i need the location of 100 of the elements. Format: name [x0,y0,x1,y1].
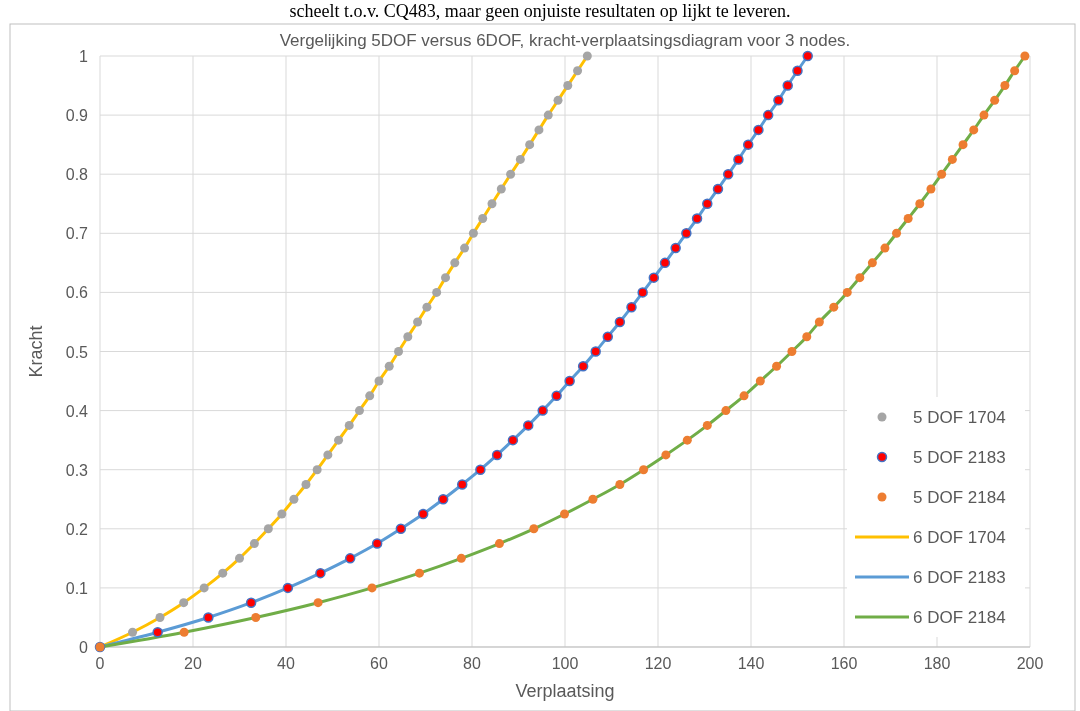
point [648,272,660,283]
point [395,523,407,535]
point [249,539,259,549]
point [371,538,383,549]
y-axis-title: Kracht [26,325,46,378]
point [277,509,287,519]
point [422,302,432,312]
point [1010,66,1020,76]
point [1020,51,1030,61]
point [450,258,460,268]
point [282,582,294,594]
point [670,242,681,254]
point [478,214,488,224]
point [814,317,824,327]
point [733,154,744,165]
point [1000,81,1010,91]
x-tick-label: 180 [923,655,951,672]
point [323,450,333,460]
x-tick-label: 0 [95,655,105,672]
y-tick-label: 0.2 [65,520,89,538]
point [702,198,713,209]
point [582,51,592,61]
point [958,140,968,150]
point [702,420,712,430]
point [855,273,865,283]
point [525,140,535,150]
point [573,66,583,76]
point [179,598,189,608]
point [926,184,936,194]
point [947,154,957,164]
point [460,243,470,253]
point [787,347,797,356]
point [543,110,553,120]
point [218,568,228,578]
point [203,612,214,623]
point [394,347,404,356]
x-tick-label: 60 [370,655,388,672]
point [867,258,877,268]
point [263,524,273,534]
point [590,346,601,357]
point [712,183,724,195]
y-tick-label: 0.4 [65,402,89,420]
point [475,464,486,475]
x-tick-label: 80 [463,655,481,672]
point [437,494,449,505]
point [792,65,803,77]
point [456,553,466,563]
point [496,184,506,194]
point [456,479,468,490]
point [880,243,890,253]
point [199,583,209,593]
legend-label: 6 DOF 2183 [913,568,1006,587]
x-tick-label: 140 [737,655,765,672]
point [615,479,625,489]
point [128,627,138,637]
y-tick-label: 0.7 [65,225,89,243]
point [661,450,671,460]
y-tick-label: 0.9 [65,107,89,125]
point [491,449,503,461]
point [413,317,423,327]
point [969,125,979,135]
point [979,110,989,120]
point [365,391,375,401]
y-tick-label: 0.1 [65,579,89,597]
point [577,361,589,372]
point [773,95,784,106]
point [802,332,812,342]
point [515,154,525,164]
x-tick-label: 160 [830,655,858,672]
point [374,376,384,386]
point [468,228,478,238]
point [842,287,852,297]
x-tick-label: 100 [551,655,579,672]
point [354,406,364,416]
point [602,331,614,342]
point [534,125,544,135]
x-tick-label: 200 [1016,655,1044,672]
point [892,228,902,238]
point [721,406,731,416]
point [289,494,299,504]
point [742,139,754,150]
point [251,612,261,622]
point [384,361,394,371]
point [682,435,692,445]
point [152,626,163,638]
point [560,509,570,519]
y-tick-label: 0.8 [65,166,89,184]
x-tick-label: 20 [184,655,202,672]
legend-label: 5 DOF 2184 [913,488,1006,507]
y-tick-label: 0.5 [65,343,89,361]
point [403,332,413,342]
point [782,80,793,91]
point [523,420,534,431]
point [313,598,323,608]
legend-label: 6 DOF 1704 [913,528,1006,547]
point [245,597,257,608]
point [529,524,539,534]
point [235,553,244,563]
legend-label: 5 DOF 2183 [913,448,1006,467]
point [344,553,356,564]
